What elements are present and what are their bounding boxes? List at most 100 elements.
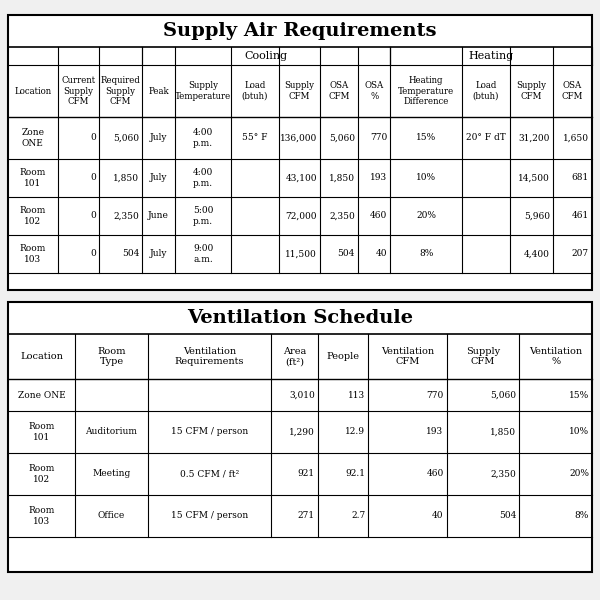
Text: June: June xyxy=(148,211,169,220)
Text: 11,500: 11,500 xyxy=(285,250,317,259)
Text: Room
102: Room 102 xyxy=(20,206,46,226)
Text: July: July xyxy=(150,173,167,182)
Text: 15 CFM / person: 15 CFM / person xyxy=(171,427,248,437)
Text: 20%: 20% xyxy=(416,211,436,220)
Text: 3,010: 3,010 xyxy=(289,391,315,400)
Text: Zone
ONE: Zone ONE xyxy=(22,128,44,148)
Text: 0: 0 xyxy=(90,211,96,220)
Text: Ventilation Schedule: Ventilation Schedule xyxy=(187,309,413,327)
Text: 681: 681 xyxy=(572,173,589,182)
Text: Room
101: Room 101 xyxy=(28,422,55,442)
Text: Cooling: Cooling xyxy=(245,51,288,61)
Text: 2,350: 2,350 xyxy=(329,211,355,220)
Text: Supply
CFM: Supply CFM xyxy=(466,347,500,366)
Text: 0.5 CFM / ft²: 0.5 CFM / ft² xyxy=(180,469,239,479)
Text: 271: 271 xyxy=(298,511,315,520)
Text: Required
Supply
CFM: Required Supply CFM xyxy=(101,76,140,106)
Text: OSA
CFM: OSA CFM xyxy=(562,81,583,101)
Text: 2,350: 2,350 xyxy=(491,469,516,479)
Text: 193: 193 xyxy=(427,427,443,437)
Text: 5,060: 5,060 xyxy=(490,391,516,400)
Text: 20° F dT: 20° F dT xyxy=(466,133,506,142)
Text: July: July xyxy=(150,133,167,142)
Text: 92.1: 92.1 xyxy=(345,469,365,479)
Text: 8%: 8% xyxy=(575,511,589,520)
Text: 461: 461 xyxy=(572,211,589,220)
Text: Ventilation
Requirements: Ventilation Requirements xyxy=(175,347,244,366)
Text: Current
Supply
CFM: Current Supply CFM xyxy=(61,76,95,106)
Text: 15 CFM / person: 15 CFM / person xyxy=(171,511,248,520)
Text: Room
101: Room 101 xyxy=(20,168,46,188)
Text: 0: 0 xyxy=(90,173,96,182)
Text: 2.7: 2.7 xyxy=(351,511,365,520)
Text: Supply
CFM: Supply CFM xyxy=(284,81,314,101)
Text: 14,500: 14,500 xyxy=(518,173,550,182)
Text: 10%: 10% xyxy=(416,173,436,182)
Text: 9:00
a.m.: 9:00 a.m. xyxy=(193,244,213,263)
Text: Supply Air Requirements: Supply Air Requirements xyxy=(163,22,437,40)
Text: 136,000: 136,000 xyxy=(280,133,317,142)
Text: Ventilation
%: Ventilation % xyxy=(529,347,582,366)
Text: 1,850: 1,850 xyxy=(490,427,516,437)
Text: 207: 207 xyxy=(572,250,589,259)
Text: 770: 770 xyxy=(427,391,443,400)
Text: Zone ONE: Zone ONE xyxy=(17,391,65,400)
Text: Room
103: Room 103 xyxy=(28,506,55,526)
Text: 1,290: 1,290 xyxy=(289,427,315,437)
Text: Load
(btuh): Load (btuh) xyxy=(242,81,268,101)
Text: OSA
CFM: OSA CFM xyxy=(328,81,350,101)
Text: 0: 0 xyxy=(90,250,96,259)
Text: 72,000: 72,000 xyxy=(286,211,317,220)
Text: OSA
%: OSA % xyxy=(365,81,384,101)
Text: Peak: Peak xyxy=(148,86,169,95)
Text: 5,960: 5,960 xyxy=(524,211,550,220)
Text: Heating: Heating xyxy=(469,51,514,61)
Text: 5,060: 5,060 xyxy=(113,133,139,142)
Text: Supply
Temperature: Supply Temperature xyxy=(175,81,231,101)
Text: 15%: 15% xyxy=(416,133,436,142)
Text: Area
(ft²): Area (ft²) xyxy=(283,347,306,366)
Text: 113: 113 xyxy=(348,391,365,400)
Text: July: July xyxy=(150,250,167,259)
Text: 460: 460 xyxy=(427,469,443,479)
Text: 20%: 20% xyxy=(569,469,589,479)
Text: Room
Type: Room Type xyxy=(97,347,126,366)
Text: 921: 921 xyxy=(298,469,315,479)
Text: Auditorium: Auditorium xyxy=(85,427,137,437)
Text: 4,400: 4,400 xyxy=(524,250,550,259)
Text: People: People xyxy=(326,352,359,361)
Text: 504: 504 xyxy=(122,250,139,259)
Text: Office: Office xyxy=(98,511,125,520)
Text: 2,350: 2,350 xyxy=(113,211,139,220)
Text: Room
102: Room 102 xyxy=(28,464,55,484)
Text: Ventilation
CFM: Ventilation CFM xyxy=(381,347,434,366)
Text: 8%: 8% xyxy=(419,250,433,259)
Bar xyxy=(8,15,592,290)
Text: 193: 193 xyxy=(370,173,388,182)
Text: Room
103: Room 103 xyxy=(20,244,46,263)
Text: Location: Location xyxy=(20,352,63,361)
Text: 5,060: 5,060 xyxy=(329,133,355,142)
Bar xyxy=(8,302,592,572)
Text: 5:00
p.m.: 5:00 p.m. xyxy=(193,206,213,226)
Text: Heating
Temperature
Difference: Heating Temperature Difference xyxy=(398,76,454,106)
Text: 504: 504 xyxy=(499,511,516,520)
Text: 43,100: 43,100 xyxy=(286,173,317,182)
Text: 770: 770 xyxy=(370,133,388,142)
Text: 1,650: 1,650 xyxy=(563,133,589,142)
Text: 1,850: 1,850 xyxy=(113,173,139,182)
Text: 31,200: 31,200 xyxy=(518,133,550,142)
Text: 0: 0 xyxy=(90,133,96,142)
Text: Load
(btuh): Load (btuh) xyxy=(473,81,499,101)
Text: 10%: 10% xyxy=(569,427,589,437)
Text: 4:00
p.m.: 4:00 p.m. xyxy=(193,168,213,188)
Text: 460: 460 xyxy=(370,211,388,220)
Text: 1,850: 1,850 xyxy=(329,173,355,182)
Text: 40: 40 xyxy=(376,250,388,259)
Text: Supply
CFM: Supply CFM xyxy=(517,81,547,101)
Text: 15%: 15% xyxy=(569,391,589,400)
Text: 4:00
p.m.: 4:00 p.m. xyxy=(193,128,213,148)
Text: 40: 40 xyxy=(432,511,443,520)
Text: Location: Location xyxy=(14,86,52,95)
Text: 504: 504 xyxy=(338,250,355,259)
